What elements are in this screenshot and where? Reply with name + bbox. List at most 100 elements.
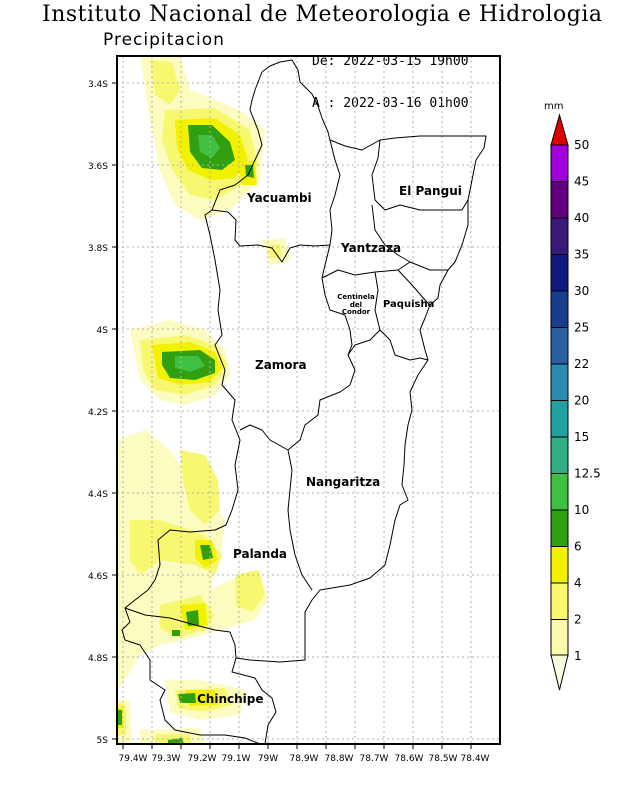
lon-tick-label: 79.4W: [119, 754, 148, 764]
precip-area-2mm: [150, 60, 180, 105]
legend-level-label: 6: [574, 540, 582, 554]
date-range: De: 2022-03-15 19h00 A : 2022-03-16 01h0…: [312, 27, 469, 125]
canton-border: [371, 204, 448, 271]
canton-border: [124, 607, 237, 659]
lon-tick-label: 78.4W: [461, 754, 490, 764]
lat-tick-label: 4S: [97, 326, 109, 336]
map-subtitle: Precipitacion: [103, 30, 225, 50]
region-label-yacuambi: Yacuambi: [246, 191, 312, 205]
date-from: De: 2022-03-15 19h00: [312, 54, 469, 69]
canton-border: [321, 261, 411, 279]
legend-level-label: 4: [574, 576, 582, 590]
canton-border: [321, 244, 353, 356]
longitude-axis: 79.4W 79.3W 79.2W 79.1W 79W 78.9W 78.8W …: [119, 754, 490, 764]
precipitation-layer: [117, 56, 290, 744]
lat-tick-label: 4.6S: [88, 572, 108, 582]
precipitation-legend: mm 50 45 40 35 30 25 22 20 15 12.5 10 6 4 2 1: [544, 101, 601, 691]
precip-area-6mm: [178, 693, 196, 703]
legend-level-label: 45: [574, 175, 589, 189]
legend-arrow-bottom: [550, 654, 569, 691]
precip-area-2mm: [235, 570, 265, 612]
legend-color-box: [550, 327, 569, 365]
legend-color-box: [550, 290, 569, 328]
legend-level-label: 20: [574, 394, 589, 408]
legend-color-boxes: [550, 144, 569, 657]
canton-border: [211, 139, 341, 263]
lat-tick-label: 5S: [97, 736, 109, 746]
legend-color-box: [550, 363, 569, 401]
legend-level-label: 22: [574, 357, 589, 371]
lat-tick-label: 3.4S: [88, 80, 108, 90]
precip-area-6mm: [117, 710, 122, 725]
precip-area-2mm: [268, 244, 282, 258]
canton-border: [397, 269, 431, 306]
precip-area-6mm: [172, 630, 180, 636]
lon-tick-label: 79.3W: [152, 754, 181, 764]
date-to: A : 2022-03-16 01h00: [312, 96, 469, 111]
region-label-nangaritza: Nangaritza: [306, 475, 380, 489]
precip-area-6mm: [186, 610, 199, 626]
legend-color-box: [550, 473, 569, 511]
lon-tick-label: 79W: [258, 754, 278, 764]
lon-tick-label: 79.2W: [188, 754, 217, 764]
legend-level-label: 30: [574, 284, 589, 298]
grid: [117, 56, 500, 744]
region-label-palanda: Palanda: [233, 547, 287, 561]
region-label-centinela-condor: Condor: [342, 308, 371, 316]
lat-tick-label: 3.8S: [88, 244, 108, 254]
canton-border: [379, 329, 429, 361]
legend-level-label: 2: [574, 613, 582, 627]
region-label-yantzaza: Yantzaza: [340, 241, 401, 255]
lat-tick-label: 4.4S: [88, 490, 108, 500]
page-title: Instituto Nacional de Meteorologia e Hid…: [42, 2, 603, 27]
legend-color-box: [550, 619, 569, 657]
lat-tick-label: 3.6S: [88, 162, 108, 172]
legend-color-box: [550, 509, 569, 547]
lon-tick-label: 79.1W: [222, 754, 251, 764]
region-label-centinela-del: del: [350, 301, 362, 309]
canton-border: [239, 354, 356, 451]
latitude-axis: 3.4S 3.6S 3.8S 4S 4.2S 4.4S 4.6S 4.8S 5S: [88, 80, 108, 746]
lon-tick-label: 78.6W: [395, 754, 424, 764]
lon-tick-label: 78.7W: [360, 754, 389, 764]
legend-color-box: [550, 217, 569, 255]
legend-labels: 50 45 40 35 30 25 22 20 15 12.5 10 6 4 2 1: [574, 138, 601, 663]
region-labels: Yacuambi El Pangui Yantzaza Centinela de…: [197, 184, 462, 706]
precip-area-10mm: [175, 356, 205, 372]
legend-level-label: 10: [574, 503, 589, 517]
province-west-outline: [121, 71, 263, 744]
legend-color-box: [550, 144, 569, 182]
legend-level-label: 25: [574, 321, 589, 335]
legend-color-box: [550, 436, 569, 474]
legend-level-label: 50: [574, 138, 589, 152]
precip-area-10mm: [198, 135, 220, 158]
lon-tick-label: 78.5W: [429, 754, 458, 764]
legend-level-label: 35: [574, 248, 589, 262]
legend-color-box: [550, 582, 569, 620]
province-outline: [231, 59, 487, 744]
region-label-el-pangui: El Pangui: [399, 184, 462, 198]
lat-tick-label: 4.2S: [88, 408, 108, 418]
legend-color-box: [550, 254, 569, 292]
legend-level-label: 12.5: [574, 467, 601, 481]
lat-tick-label: 4.8S: [88, 654, 108, 664]
lon-tick-label: 78.9W: [290, 754, 319, 764]
region-label-chinchipe: Chinchipe: [197, 692, 264, 706]
legend-color-box: [550, 181, 569, 219]
region-label-centinela: Centinela: [337, 293, 375, 301]
legend-level-label: 40: [574, 211, 589, 225]
legend-color-box: [550, 546, 569, 584]
legend-level-label: 1: [574, 649, 582, 663]
legend-arrow-top: [550, 113, 569, 146]
map-frame: [116, 55, 501, 745]
region-label-paquisha: Paquisha: [383, 299, 434, 310]
lon-tick-label: 78.8W: [325, 754, 354, 764]
legend-level-label: 15: [574, 430, 589, 444]
canton-border: [287, 449, 313, 591]
legend-unit: mm: [544, 101, 563, 112]
boundaries: [121, 59, 487, 744]
canton-border: [371, 139, 469, 211]
legend-color-box: [550, 400, 569, 438]
tick-marks: [112, 82, 472, 749]
